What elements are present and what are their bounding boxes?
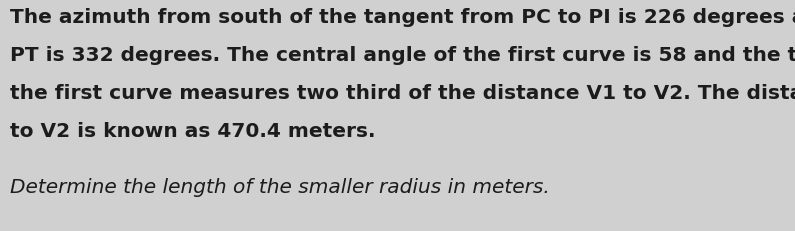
Text: the first curve measures two third of the distance V1 to V2. The distance V1: the first curve measures two third of th… (10, 84, 795, 103)
Text: PT is 332 degrees. The central angle of the first curve is 58 and the tangent of: PT is 332 degrees. The central angle of … (10, 46, 795, 65)
Text: to V2 is known as 470.4 meters.: to V2 is known as 470.4 meters. (10, 122, 375, 141)
Text: The azimuth from south of the tangent from PC to PI is 226 degrees and PI to: The azimuth from south of the tangent fr… (10, 8, 795, 27)
Text: Determine the length of the smaller radius in meters.: Determine the length of the smaller radi… (10, 178, 550, 197)
